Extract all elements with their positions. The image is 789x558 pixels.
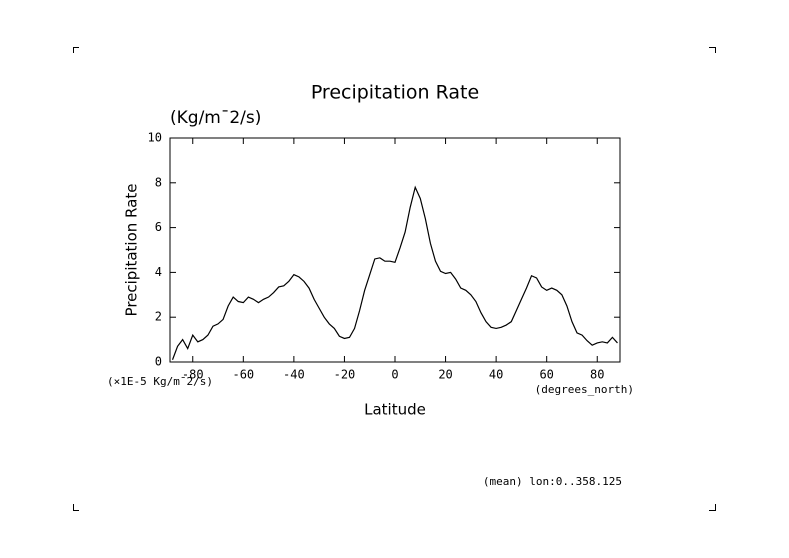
- y-tick-label: 10: [148, 131, 162, 145]
- x-tick-label: -40: [283, 368, 305, 382]
- y-tick-label: 2: [155, 310, 162, 324]
- x-tick-label: -60: [232, 368, 254, 382]
- chart-title: Precipitation Rate: [311, 82, 479, 104]
- plot-frame: [169, 137, 621, 363]
- chart-subtitle: (Kg/m¯2/s): [170, 108, 261, 128]
- x-axis-label: Latitude: [364, 401, 426, 419]
- y-axis-label: Precipitation Rate: [123, 184, 141, 317]
- y-tick-label: 4: [155, 265, 162, 279]
- corner-marks: [73, 47, 716, 511]
- x-units: (degrees_north): [535, 383, 634, 396]
- x-tick-label: 0: [391, 368, 398, 382]
- y-tick-label: 0: [155, 355, 162, 369]
- x-tick-label: -80: [182, 368, 204, 382]
- x-tick-label: -20: [334, 368, 356, 382]
- data-line: [171, 185, 618, 360]
- x-tick-label: 40: [489, 368, 503, 382]
- x-tick-label: 60: [539, 368, 553, 382]
- y-tick-label: 6: [155, 220, 162, 234]
- y-tick-label: 8: [155, 175, 162, 189]
- annotation: (mean) lon:0..358.125: [483, 475, 622, 488]
- x-tick-label: 20: [438, 368, 452, 382]
- x-tick-label: 80: [590, 368, 604, 382]
- y-units: (×1E-5 Kg/m¯2/s): [107, 375, 213, 388]
